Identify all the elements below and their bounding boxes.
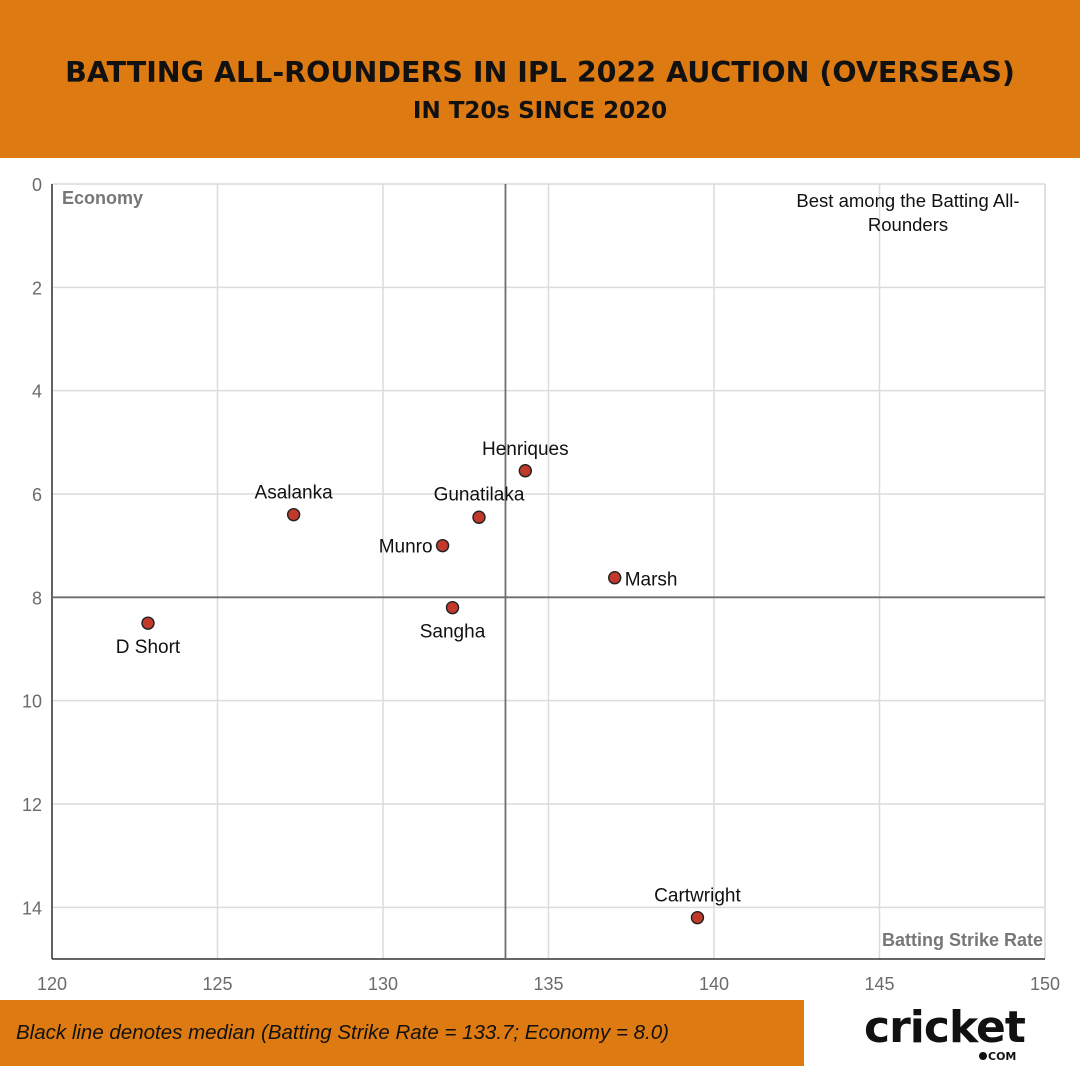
point-asalanka: [286, 507, 301, 522]
y-axis-title: Economy: [62, 188, 143, 208]
point-label-d-short: D Short: [116, 637, 181, 658]
quadrant-annotation-line1: Best among the Batting All-: [796, 190, 1019, 211]
x-tick-label: 130: [368, 974, 398, 994]
y-tick-label: 12: [22, 795, 42, 815]
x-tick-label: 135: [533, 974, 563, 994]
point-label-marsh: Marsh: [625, 570, 678, 591]
chart-title: BATTING ALL-ROUNDERS IN IPL 2022 AUCTION…: [65, 56, 1015, 89]
y-tick-label: 8: [32, 588, 42, 608]
point-label-munro: Munro: [379, 537, 433, 558]
point-label-sangha: Sangha: [420, 622, 486, 643]
median-footnote: Black line denotes median (Batting Strik…: [16, 1021, 669, 1044]
cricket-com-logo: cricket COM: [862, 1002, 1052, 1068]
point-sangha: [445, 600, 460, 615]
point-d-short: [141, 616, 155, 630]
x-tick-label: 125: [202, 974, 232, 994]
point-henriques: [518, 464, 533, 478]
x-tick-label: 120: [37, 974, 67, 994]
y-tick-label: 6: [32, 485, 42, 505]
point-label-asalanka: Asalanka: [255, 483, 334, 504]
chart-subtitle: IN T20s SINCE 2020: [412, 98, 668, 124]
header-banner: BATTING ALL-ROUNDERS IN IPL 2022 AUCTION…: [0, 0, 1080, 158]
y-tick-label: 14: [22, 898, 42, 918]
point-label-gunatilaka: Gunatilaka: [434, 484, 525, 505]
point-gunatilaka: [472, 510, 486, 524]
logo-wordmark: cricket: [864, 1002, 1026, 1053]
point-label-henriques: Henriques: [482, 439, 569, 460]
x-tick-label: 140: [699, 974, 729, 994]
x-axis-title: Batting Strike Rate: [882, 930, 1043, 950]
logo-suffix: COM: [988, 1050, 1017, 1063]
y-tick-label: 2: [32, 278, 42, 298]
logo-dot-icon: [979, 1052, 987, 1060]
point-marsh: [608, 571, 622, 585]
footnote-bar: Black line denotes median (Batting Strik…: [0, 1000, 804, 1066]
y-tick-label: 0: [32, 175, 42, 195]
point-munro: [435, 538, 450, 553]
point-cartwright: [690, 910, 705, 925]
y-tick-label: 4: [32, 382, 42, 402]
y-tick-label: 10: [22, 692, 42, 712]
scatter-chart: 120 125 130 135 140 145 150 0 2 4 6 8 10 12 14 Economy B…: [22, 175, 1060, 994]
x-tick-label: 150: [1030, 974, 1060, 994]
x-tick-label: 145: [864, 974, 894, 994]
point-label-cartwright: Cartwright: [654, 886, 741, 907]
quadrant-annotation-line2: Rounders: [868, 214, 948, 235]
